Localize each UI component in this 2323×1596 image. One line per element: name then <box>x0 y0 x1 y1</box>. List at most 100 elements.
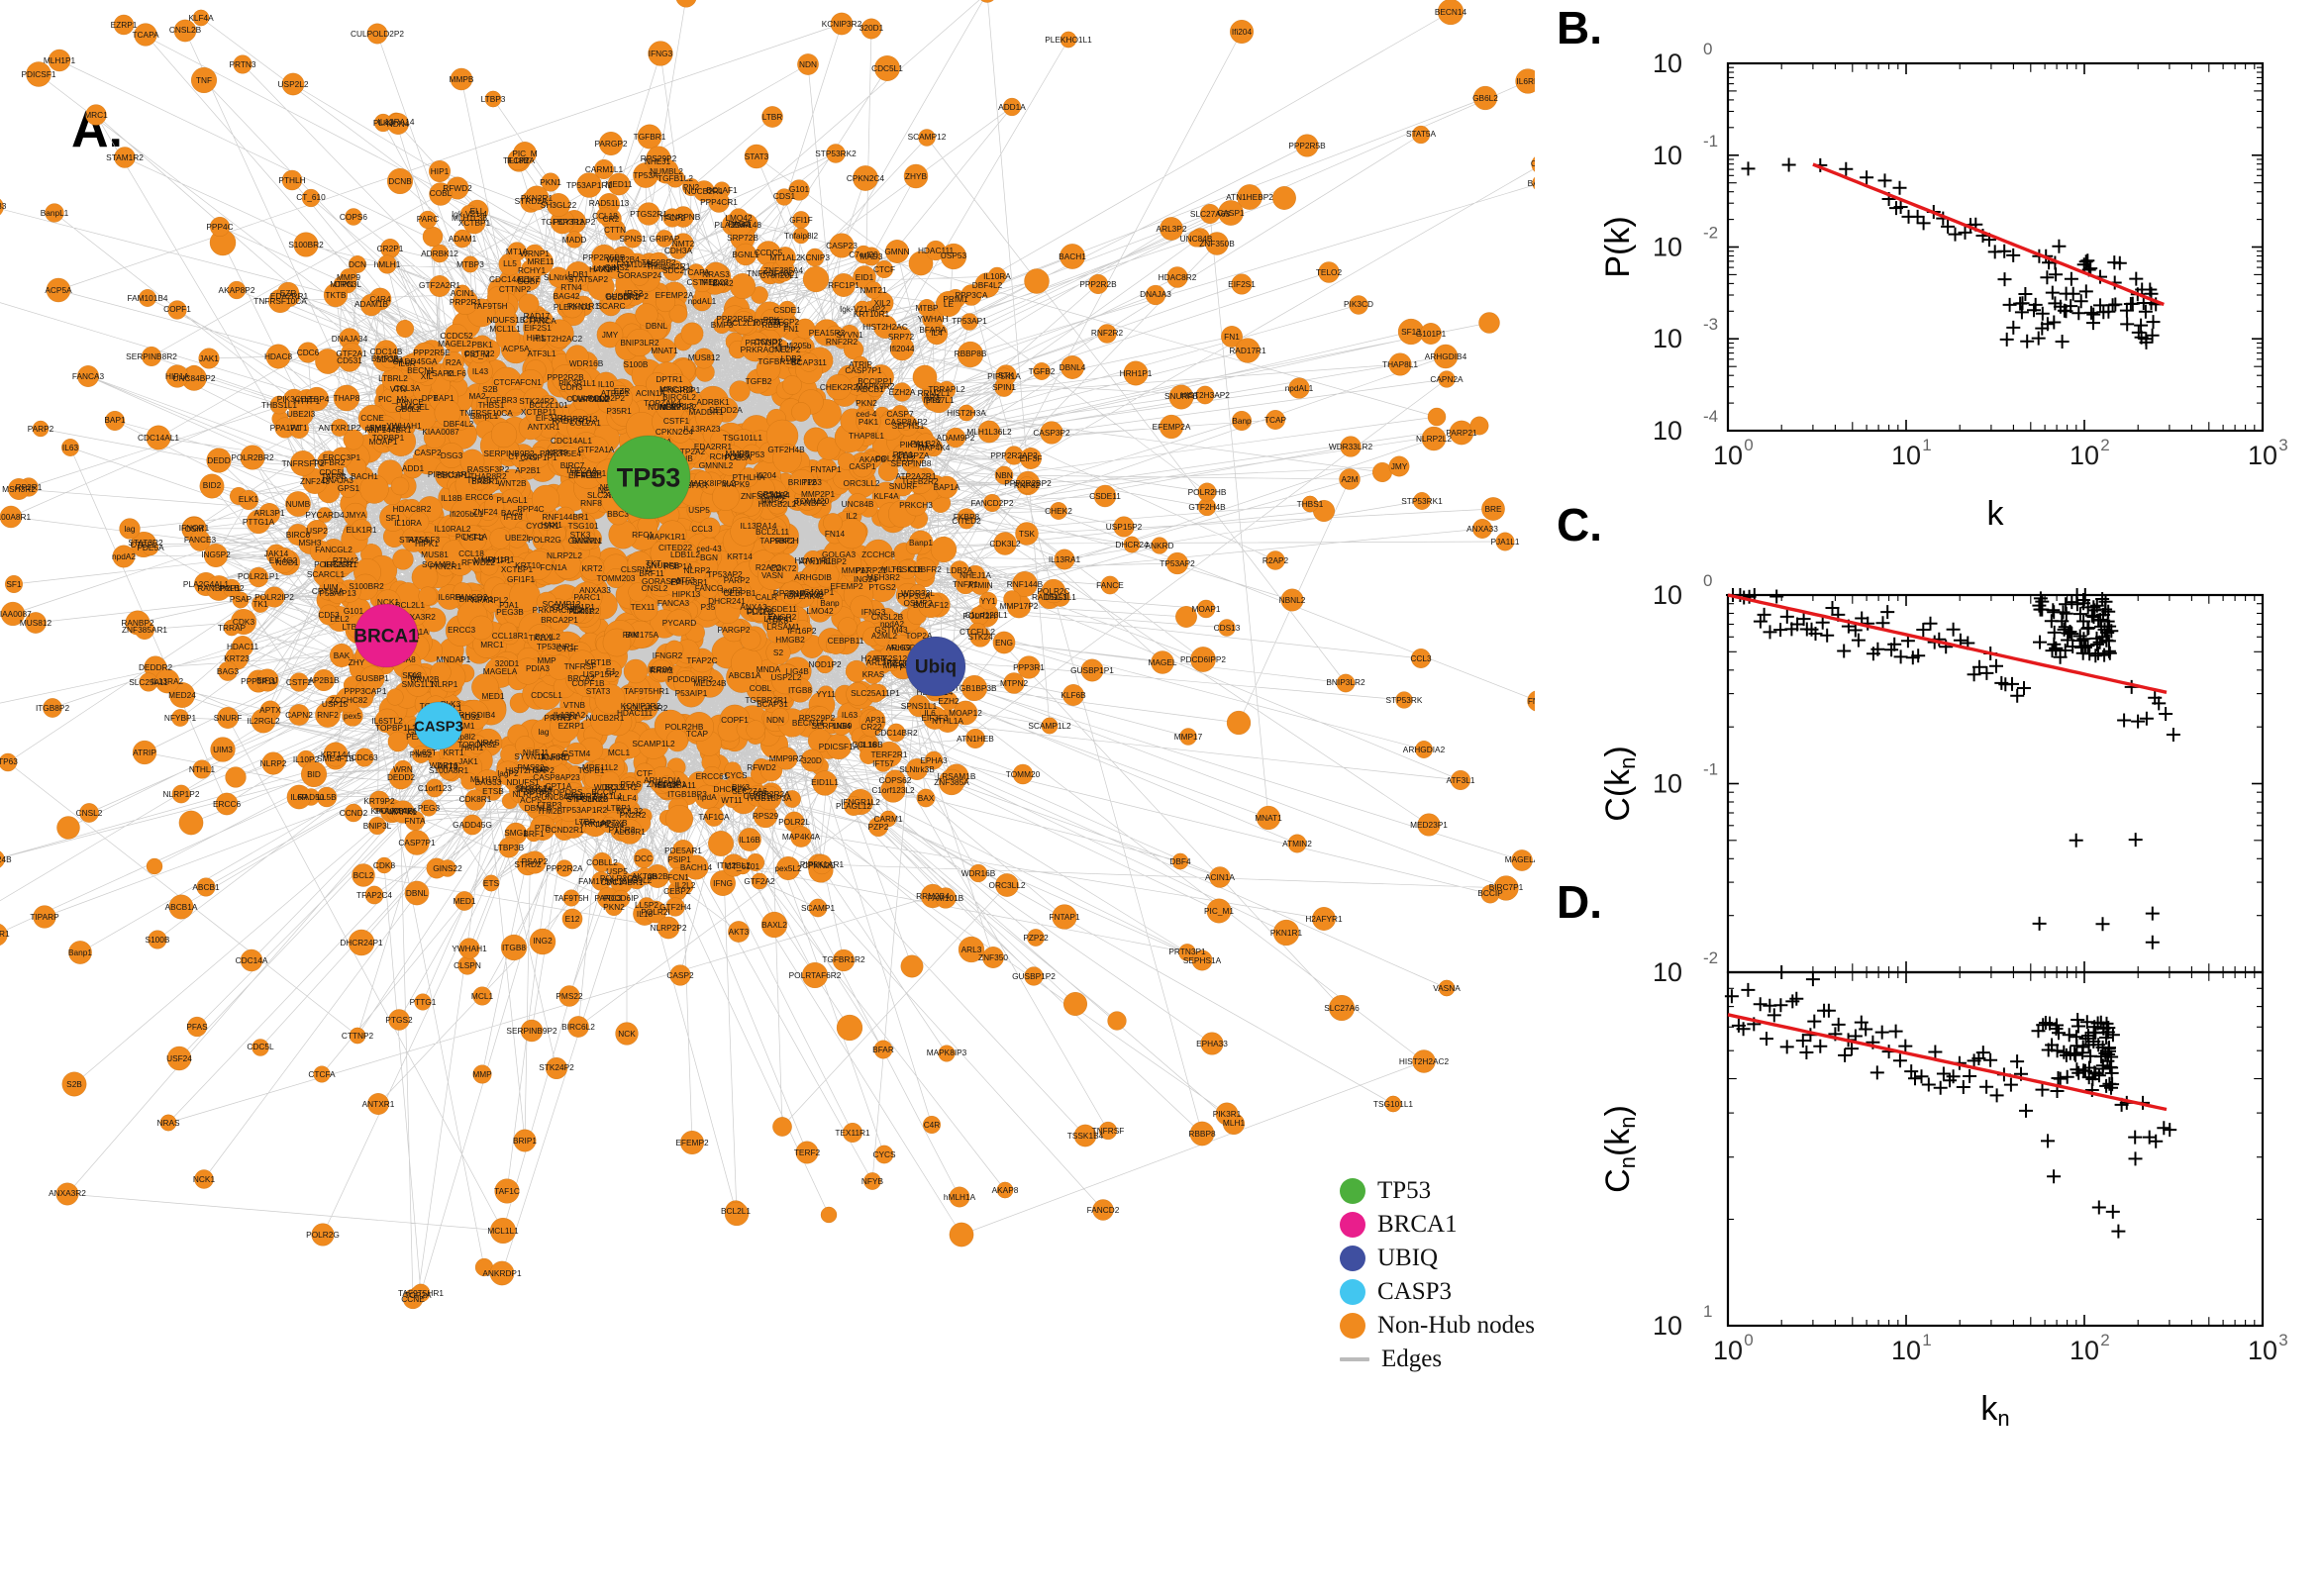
svg-text:TCAP: TCAP <box>1264 415 1287 425</box>
svg-text:IL6: IL6 <box>924 708 936 718</box>
svg-text:CCL18: CCL18 <box>592 211 618 221</box>
svg-text:BNIP3L: BNIP3L <box>363 821 392 831</box>
svg-text:10: 10 <box>2248 1336 2277 1365</box>
svg-text:-1: -1 <box>1703 132 1718 150</box>
svg-text:H2AFY: H2AFY <box>861 653 888 663</box>
svg-text:PIK3R1L1: PIK3R1L1 <box>558 378 596 388</box>
svg-text:WDR16: WDR16 <box>429 760 457 770</box>
svg-text:10: 10 <box>1653 769 1682 799</box>
svg-text:HDAC11: HDAC11 <box>227 642 259 651</box>
svg-text:DBNL: DBNL <box>646 321 668 331</box>
svg-text:ACIN1A: ACIN1A <box>1205 872 1235 882</box>
svg-text:CD53: CD53 <box>318 610 340 620</box>
svg-text:MED11: MED11 <box>605 179 632 189</box>
svg-text:ERCC3: ERCC3 <box>448 625 476 635</box>
svg-text:COPF1: COPF1 <box>721 715 749 725</box>
svg-text:C4R: C4R <box>924 1120 941 1130</box>
svg-text:DEDDR2: DEDDR2 <box>139 662 173 672</box>
svg-text:MUS812: MUS812 <box>688 352 721 362</box>
svg-text:POLR2IP2: POLR2IP2 <box>254 592 294 602</box>
svg-text:PBK: PBK <box>763 315 780 325</box>
svg-text:H2AFYR1: H2AFYR1 <box>794 555 832 565</box>
svg-text:BIRC6L2: BIRC6L2 <box>561 1022 595 1032</box>
svg-text:RP2R1B: RP2R1B <box>773 588 806 598</box>
svg-text:Igk-V21-4P2: Igk-V21-4P2 <box>840 304 886 314</box>
svg-text:AKAP8P2: AKAP8P2 <box>219 285 255 295</box>
svg-text:NCK1: NCK1 <box>193 1174 216 1184</box>
svg-text:10: 10 <box>1713 441 1743 470</box>
svg-text:CITED2: CITED2 <box>952 516 981 526</box>
svg-text:MMP17P2: MMP17P2 <box>1000 601 1039 611</box>
svg-text:FN14: FN14 <box>825 529 846 539</box>
svg-text:CDK3L2: CDK3L2 <box>989 539 1021 549</box>
svg-text:CEBPZA: CEBPZA <box>896 450 930 460</box>
svg-text:ANTXR1P2: ANTXR1P2 <box>319 423 361 433</box>
svg-text:GFI1F1: GFI1F1 <box>507 574 536 584</box>
svg-text:JMY: JMY <box>602 330 619 340</box>
svg-text:MCL1L1: MCL1L1 <box>489 324 521 334</box>
svg-text:MUS81: MUS81 <box>421 549 449 559</box>
svg-text:THAP8: THAP8 <box>334 393 360 403</box>
svg-text:NCK: NCK <box>618 1029 636 1039</box>
svg-text:ITGB8: ITGB8 <box>502 943 526 952</box>
svg-text:GUSBP1P1: GUSBP1P1 <box>1070 665 1114 675</box>
svg-text:KCNIP3R2: KCNIP3R2 <box>822 19 862 29</box>
svg-text:ITGB8: ITGB8 <box>788 685 812 695</box>
svg-text:MAPK8IP3L2: MAPK8IP3L2 <box>686 478 736 488</box>
svg-text:EZH2A: EZH2A <box>889 387 916 397</box>
svg-text:MAGELA: MAGELA <box>1505 854 1535 864</box>
svg-text:HIST2H2AC: HIST2H2AC <box>862 322 908 332</box>
svg-text:DHCR24P1: DHCR24P1 <box>340 938 383 948</box>
svg-text:GTF2H4B: GTF2H4B <box>1188 502 1226 512</box>
svg-text:KRT2: KRT2 <box>581 563 602 573</box>
svg-text:lagP2: lagP2 <box>721 585 743 595</box>
svg-text:BCL2L1: BCL2L1 <box>721 1206 751 1216</box>
svg-text:MAGELA: MAGELA <box>483 666 518 676</box>
svg-text:IL16B: IL16B <box>739 835 760 845</box>
svg-text:NDN4: NDN4 <box>387 119 410 129</box>
svg-text:HIST2H3A: HIST2H3A <box>947 408 986 418</box>
svg-text:SCARC: SCARC <box>596 301 625 311</box>
svg-text:TK1L1: TK1L1 <box>529 633 554 643</box>
svg-text:ACP5: ACP5 <box>520 795 542 805</box>
svg-text:C.: C. <box>1557 499 1602 550</box>
svg-text:DBF4: DBF4 <box>1169 856 1191 866</box>
svg-text:PARGP2: PARGP2 <box>594 139 627 149</box>
svg-text:RFWD22: RFWD22 <box>461 557 495 567</box>
svg-text:PRP2R1: PRP2R1 <box>450 297 482 307</box>
svg-text:KLF4: KLF4 <box>617 793 637 803</box>
svg-text:BAP1: BAP1 <box>104 415 126 425</box>
svg-text:SCAMP1L2: SCAMP1L2 <box>632 739 675 748</box>
svg-text:KRT23: KRT23 <box>224 653 250 663</box>
svg-text:PYCARD4: PYCARD4 <box>305 510 345 520</box>
svg-text:ITM2B: ITM2B <box>539 806 563 816</box>
svg-text:THAP8L1: THAP8L1 <box>1382 359 1418 369</box>
svg-text:EFEMP2: EFEMP2 <box>675 1138 709 1147</box>
svg-text:ATRIP: ATRIP <box>133 748 156 757</box>
svg-text:IL2: IL2 <box>846 511 858 521</box>
svg-text:ING5P2: ING5P2 <box>201 549 231 559</box>
svg-text:PIC_M1: PIC_M1 <box>378 394 408 404</box>
svg-text:BECN14: BECN14 <box>1435 7 1467 17</box>
svg-text:KRT144: KRT144 <box>321 749 352 759</box>
svg-text:SMG1L1: SMG1L1 <box>402 679 435 689</box>
svg-text:ARHGDIB4: ARHGDIB4 <box>1425 351 1467 361</box>
svg-text:GINS2: GINS2 <box>605 262 630 272</box>
svg-text:10: 10 <box>1713 1336 1743 1365</box>
svg-text:npdA: npdA <box>697 792 717 802</box>
svg-text:BAP1: BAP1 <box>433 393 454 403</box>
svg-text:SERPINB9P2: SERPINB9P2 <box>506 1026 557 1036</box>
svg-text:CCNE: CCNE <box>360 413 384 423</box>
svg-text:TP53AP1R2: TP53AP1R2 <box>561 805 608 815</box>
svg-text:Ifi205b: Ifi205b <box>787 341 812 350</box>
svg-text:STP53RK1: STP53RK1 <box>1401 496 1443 506</box>
svg-text:NUMBL2: NUMBL2 <box>650 166 683 176</box>
svg-text:ARL3P2: ARL3P2 <box>1157 224 1187 234</box>
svg-text:MED1: MED1 <box>453 896 475 906</box>
svg-text:PJA1: PJA1 <box>499 600 519 610</box>
svg-text:NBNL2: NBNL2 <box>1279 595 1306 605</box>
svg-text:TAF1CA: TAF1CA <box>698 812 730 822</box>
svg-text:ADD1A: ADD1A <box>998 102 1026 112</box>
svg-text:10: 10 <box>1653 141 1682 170</box>
svg-text:IL2RGL2: IL2RGL2 <box>247 716 280 726</box>
